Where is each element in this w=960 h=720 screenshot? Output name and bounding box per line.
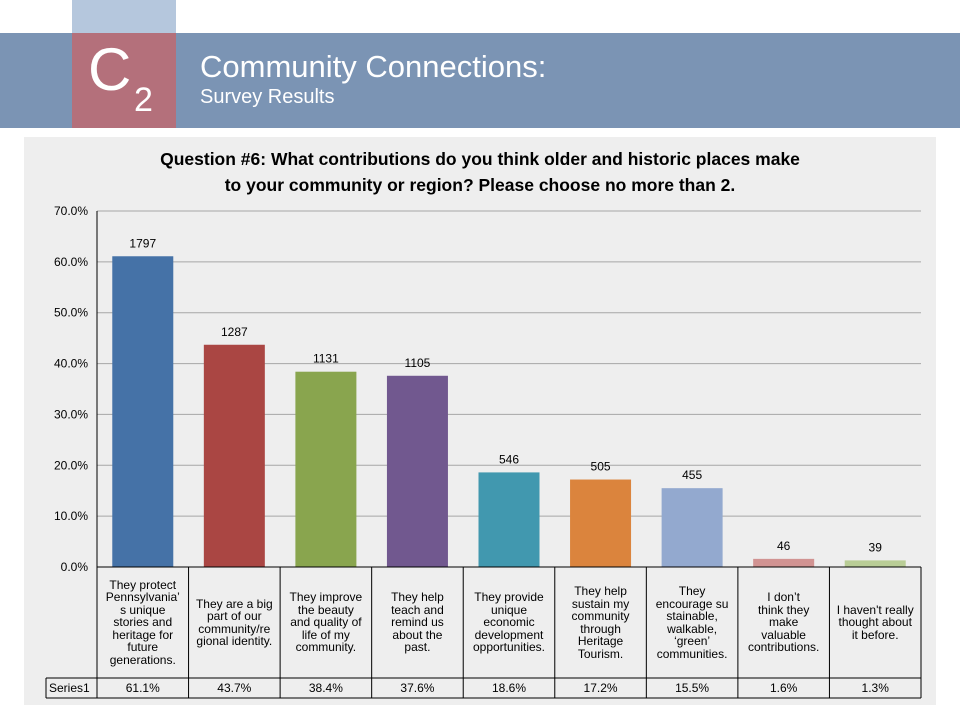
data-label: 39 [869, 540, 883, 554]
x-tick-label: I don’t think they make valuable contributio… [747, 590, 820, 655]
data-table-value: 17.2% [583, 681, 618, 695]
bar [661, 488, 723, 567]
data-label: 455 [682, 468, 702, 482]
y-tick-label: 70.0% [54, 204, 88, 218]
chart-panel [24, 137, 936, 705]
y-tick-label: 10.0% [54, 509, 88, 523]
x-tick-label: They improve the beauty and quality of life… [289, 590, 363, 655]
logo-letter: C [88, 36, 132, 103]
chart-title-line-2: to your community or region? Please choo… [225, 175, 736, 195]
logo-subscript: 2 [134, 81, 153, 119]
data-table-value: 18.6% [491, 681, 526, 695]
page-title: Community Connections: [200, 49, 547, 84]
x-tick-label: They help sustain my community through Herit… [571, 584, 630, 661]
data-label: 546 [499, 452, 519, 466]
x-tick-label: They are a big part of our community/re gio… [195, 596, 273, 648]
data-table-value: 37.6% [400, 681, 435, 695]
bar [753, 558, 815, 567]
bar [386, 375, 448, 567]
y-tick-label: 20.0% [54, 458, 88, 472]
data-label: 505 [591, 460, 611, 474]
bar [112, 256, 174, 567]
bar [203, 344, 265, 567]
data-table-value: 43.7% [217, 681, 252, 695]
bar [844, 560, 906, 567]
data-table-value: 1.3% [861, 681, 889, 695]
data-table-value: 61.1% [125, 681, 160, 695]
page-subtitle: Survey Results [200, 86, 335, 108]
y-tick-label: 40.0% [54, 357, 88, 371]
data-label: 1131 [313, 352, 339, 366]
logo [72, 33, 176, 128]
data-table-value: 38.4% [308, 681, 343, 695]
y-tick-label: 50.0% [54, 306, 88, 320]
chart-title-line-1: Question #6: What contributions do you t… [160, 149, 800, 169]
data-table-value: 1.6% [769, 681, 798, 695]
y-tick-label: 0.0% [61, 560, 89, 574]
bar [478, 472, 540, 567]
data-label: 1797 [129, 236, 156, 250]
x-tick-label: They protect Pennsylvania’ s unique stories… [105, 577, 180, 667]
data-label: 1105 [405, 356, 431, 370]
header-top-tab [72, 0, 176, 33]
y-tick-label: 60.0% [54, 255, 88, 269]
data-table-series-name: Series1 [49, 681, 90, 695]
data-label: 1287 [221, 325, 248, 339]
x-tick-label: They provide unique economic development opp… [472, 590, 546, 655]
x-tick-label: They encourage su stainable, walkable, ‘gree… [655, 584, 729, 661]
y-tick-label: 30.0% [54, 407, 88, 421]
data-label: 46 [777, 539, 791, 553]
bar [295, 371, 357, 567]
x-tick-label: I haven't really thought about it before. [836, 602, 914, 642]
data-table-value: 15.5% [675, 681, 710, 695]
x-tick-label: They help teach and remind us about the past… [391, 590, 444, 655]
bar [570, 479, 632, 567]
